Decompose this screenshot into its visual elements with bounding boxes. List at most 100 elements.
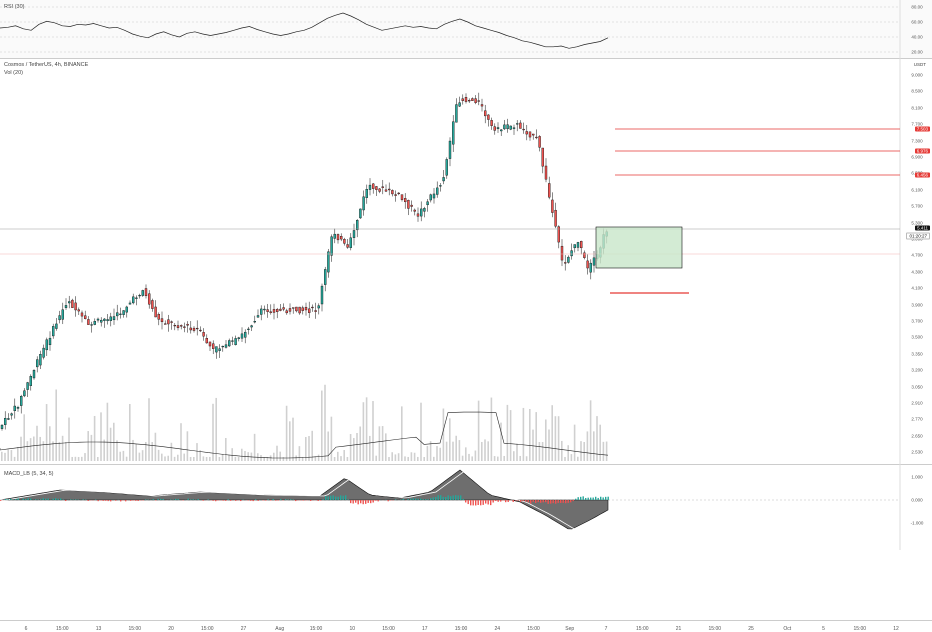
price-tick: 5.700	[902, 204, 932, 209]
volume-bar	[401, 406, 403, 461]
candle-body	[471, 99, 473, 101]
candle-body	[548, 183, 550, 197]
candle-body	[203, 332, 205, 336]
candle-body	[151, 300, 153, 308]
candle-body	[206, 338, 208, 343]
candle-body	[315, 310, 317, 311]
macd-histogram-bar	[455, 495, 456, 500]
candle-body	[398, 193, 400, 194]
macd-histogram-bar	[548, 500, 549, 504]
volume-bar	[228, 455, 230, 461]
macd-histogram-bar	[568, 500, 569, 503]
macd-histogram-bar	[603, 497, 604, 500]
candle-body	[487, 115, 489, 120]
macd-histogram-bar	[580, 497, 581, 500]
candle-body	[247, 329, 249, 330]
volume-bar	[337, 452, 339, 461]
volume-bar	[542, 442, 544, 461]
candle-body	[161, 319, 163, 322]
volume-bar	[407, 457, 409, 461]
macd-histogram-bar	[408, 499, 409, 500]
candle-body	[20, 396, 22, 405]
volume-bar	[343, 450, 345, 461]
macd-histogram-bar	[473, 500, 474, 505]
candle-body	[347, 245, 349, 248]
candle-body	[513, 128, 515, 129]
candle-body	[87, 319, 89, 324]
volume-bar	[545, 419, 547, 461]
candle-body	[59, 316, 61, 320]
macd-tick: -1.000	[902, 521, 932, 526]
macd-histogram-bar	[360, 500, 361, 503]
macd-histogram-bar	[533, 500, 534, 502]
candle-body	[542, 148, 544, 166]
macd-histogram-bar	[595, 497, 596, 500]
macd-histogram-bar	[498, 500, 499, 502]
candle-body	[439, 185, 441, 186]
volume-bar	[215, 398, 217, 461]
macd-histogram-bar	[500, 500, 501, 502]
time-tick: 15:00	[455, 626, 468, 632]
candle-body	[119, 314, 121, 315]
macd-histogram-bar	[550, 500, 551, 504]
candle-body	[337, 234, 339, 239]
volume-bar	[110, 428, 112, 461]
volume-bar	[379, 426, 381, 461]
volume-bar	[318, 455, 320, 461]
volume-bar	[4, 453, 6, 461]
candle-body	[391, 190, 393, 194]
chart-canvas	[0, 0, 932, 550]
candle-body	[299, 307, 301, 313]
macd-histogram-bar	[268, 499, 269, 500]
volume-bar	[132, 440, 134, 461]
macd-histogram-bar	[265, 500, 266, 501]
macd-histogram-bar	[343, 496, 344, 500]
candle-body	[420, 209, 422, 216]
volume-bar	[292, 418, 294, 461]
volume-bar	[571, 454, 573, 461]
volume-bar	[62, 436, 64, 461]
macd-histogram-bar	[583, 496, 584, 500]
candle-body	[331, 237, 333, 256]
macd-histogram-bar	[258, 500, 259, 501]
volume-bar	[71, 457, 73, 461]
candle-body	[334, 234, 336, 238]
macd-histogram-bar	[403, 499, 404, 500]
time-tick: 15:00	[56, 626, 69, 632]
volume-bar	[68, 418, 70, 461]
candle-body	[251, 326, 253, 327]
candle-body	[427, 202, 429, 205]
macd-histogram-bar	[138, 500, 139, 501]
macd-histogram-bar	[348, 499, 349, 500]
candle-body	[78, 310, 80, 311]
candle-body	[219, 349, 221, 351]
candle-body	[91, 325, 93, 326]
candle-body	[375, 186, 377, 189]
macd-histogram-bar	[555, 500, 556, 504]
macd-histogram-bar	[153, 499, 154, 500]
price-tick: 7.300	[902, 138, 932, 143]
macd-histogram-bar	[135, 500, 136, 501]
volume-bar	[340, 456, 342, 461]
candle-body	[523, 129, 525, 130]
macd-histogram-bar	[553, 500, 554, 503]
volume-bar	[404, 456, 406, 461]
volume-bar	[500, 423, 502, 461]
candle-body	[359, 209, 361, 218]
price-tick: 6.100	[902, 187, 932, 192]
candle-body	[382, 187, 384, 188]
macd-histogram-bar	[60, 498, 61, 500]
candle-body	[465, 97, 467, 101]
candle-body	[142, 290, 144, 295]
macd-histogram-bar	[563, 500, 564, 503]
volume-bar	[465, 447, 467, 461]
macd-histogram-bar	[420, 499, 421, 500]
volume-bar	[123, 451, 125, 461]
macd-histogram-bar	[105, 500, 106, 501]
macd-histogram-bar	[433, 497, 434, 500]
volume-bar	[436, 446, 438, 461]
macd-histogram-bar	[65, 500, 66, 501]
macd-histogram-bar	[558, 500, 559, 503]
candle-body	[324, 269, 326, 284]
candle-body	[318, 306, 320, 308]
